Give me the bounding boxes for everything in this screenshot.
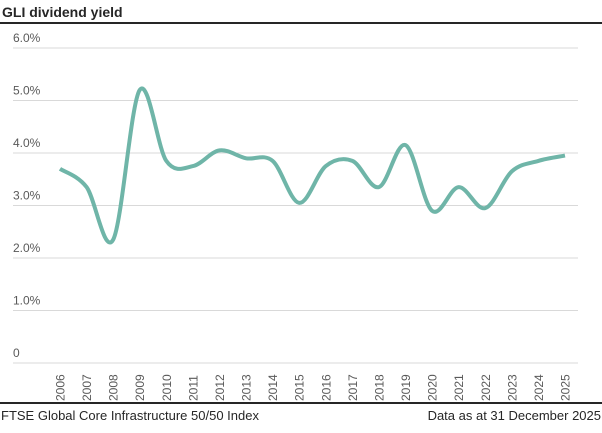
footer-source: FTSE Global Core Infrastructure 50/50 In…	[1, 408, 259, 423]
x-tick-label: 2018	[372, 374, 386, 401]
y-tick-label: 3.0%	[13, 189, 41, 203]
chart-svg: 6.0% 5.0% 4.0% 3.0% 2.0% 1.0% 0 2006 2007 2008 200…	[13, 31, 578, 401]
x-tick-label: 2014	[266, 374, 280, 401]
x-tick-label: 2009	[133, 374, 147, 401]
chart-title: GLI dividend yield	[0, 0, 602, 24]
x-tick-label: 2013	[240, 374, 254, 401]
x-tick-label: 2017	[346, 374, 360, 401]
x-tick-label: 2012	[213, 374, 227, 401]
y-tick-label: 1.0%	[13, 294, 41, 308]
x-tick-label: 2008	[107, 374, 121, 401]
x-tick-label: 2025	[559, 374, 573, 401]
x-tick-label: 2024	[532, 374, 546, 401]
footer-date: Data as at 31 December 2025	[427, 408, 601, 423]
y-tick-label: 2.0%	[13, 241, 41, 255]
y-tick-label: 6.0%	[13, 31, 41, 45]
x-tick-label: 2019	[399, 374, 413, 401]
x-tick-label: 2010	[160, 374, 174, 401]
x-tick-label: 2022	[479, 374, 493, 401]
x-tick-label: 2006	[54, 374, 68, 401]
x-tick-label: 2023	[505, 374, 519, 401]
x-tick-label: 2021	[452, 374, 466, 401]
y-tick-label: 5.0%	[13, 84, 41, 98]
chart-footer: FTSE Global Core Infrastructure 50/50 In…	[0, 402, 602, 433]
x-tick-label: 2007	[80, 374, 94, 401]
x-tick-label: 2015	[293, 374, 307, 401]
x-tick-label: 2016	[319, 374, 333, 401]
y-tick-label: 4.0%	[13, 136, 41, 150]
x-tick-label: 2011	[186, 375, 200, 401]
dividend-yield-line	[58, 86, 566, 245]
y-tick-label: 0	[13, 346, 20, 360]
x-tick-label: 2020	[426, 374, 440, 401]
